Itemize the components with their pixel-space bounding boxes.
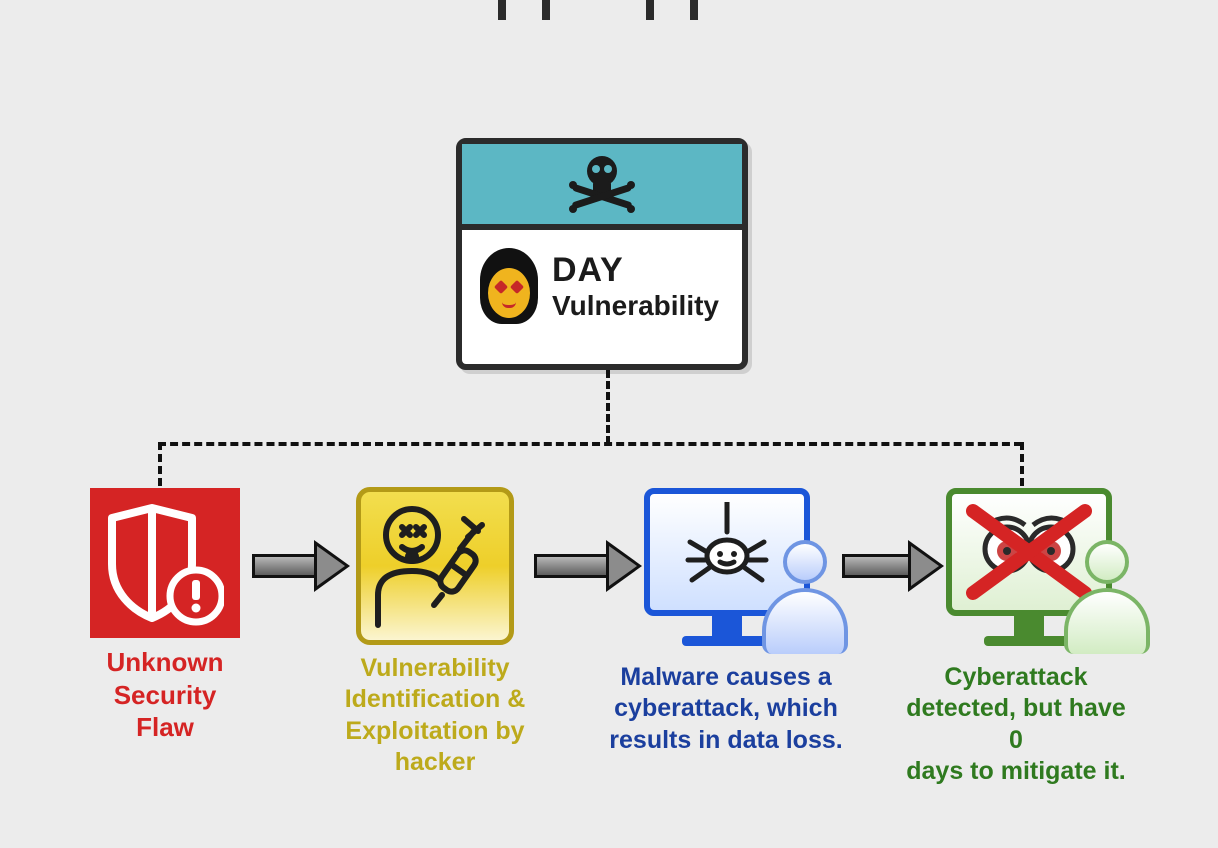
hacker-head-icon: [480, 248, 538, 324]
calendar-text: DAY Vulnerability: [552, 251, 719, 322]
step3-label: Malware causes acyberattack, whichresult…: [608, 662, 844, 756]
step1-label: UnknownSecurity Flaw: [90, 646, 240, 744]
injection-hacker-icon: [356, 487, 514, 645]
calendar-line1: DAY: [552, 251, 719, 290]
bug-monitor-icon: [644, 488, 810, 646]
user-silhouette-icon: [762, 540, 848, 660]
connector-vertical: [606, 370, 610, 444]
calendar-ring-left: [498, 0, 550, 20]
calendar-header: [462, 144, 742, 230]
calendar-ring-right: [646, 0, 698, 20]
calendar-card: DAY Vulnerability: [456, 138, 748, 370]
step-malware: Malware causes acyberattack, whichresult…: [608, 488, 844, 756]
step-unknown-flaw: UnknownSecurity Flaw: [90, 488, 240, 744]
user-silhouette-icon: [1064, 540, 1150, 660]
skull-crossbones-icon: [565, 153, 639, 215]
step2-label: VulnerabilityIdentification &Exploitatio…: [340, 653, 530, 778]
arrow-1: [252, 540, 350, 592]
step-exploitation: VulnerabilityIdentification &Exploitatio…: [340, 487, 530, 778]
step4-label: Cyberattackdetected, but have 0days to m…: [896, 662, 1136, 787]
step-detected: Cyberattackdetected, but have 0days to m…: [896, 488, 1136, 787]
connector-drop-left: [158, 442, 162, 486]
calendar-body: DAY Vulnerability: [462, 230, 742, 334]
connector-horizontal: [158, 442, 1022, 446]
shield-alert-icon: [90, 488, 240, 638]
zero-day-diagram: DAY Vulnerability UnknownSecurity F: [0, 0, 1218, 848]
calendar-line2: Vulnerability: [552, 290, 719, 322]
connector-drop-right: [1020, 442, 1024, 486]
eyes-crossed-monitor-icon: [946, 488, 1112, 646]
